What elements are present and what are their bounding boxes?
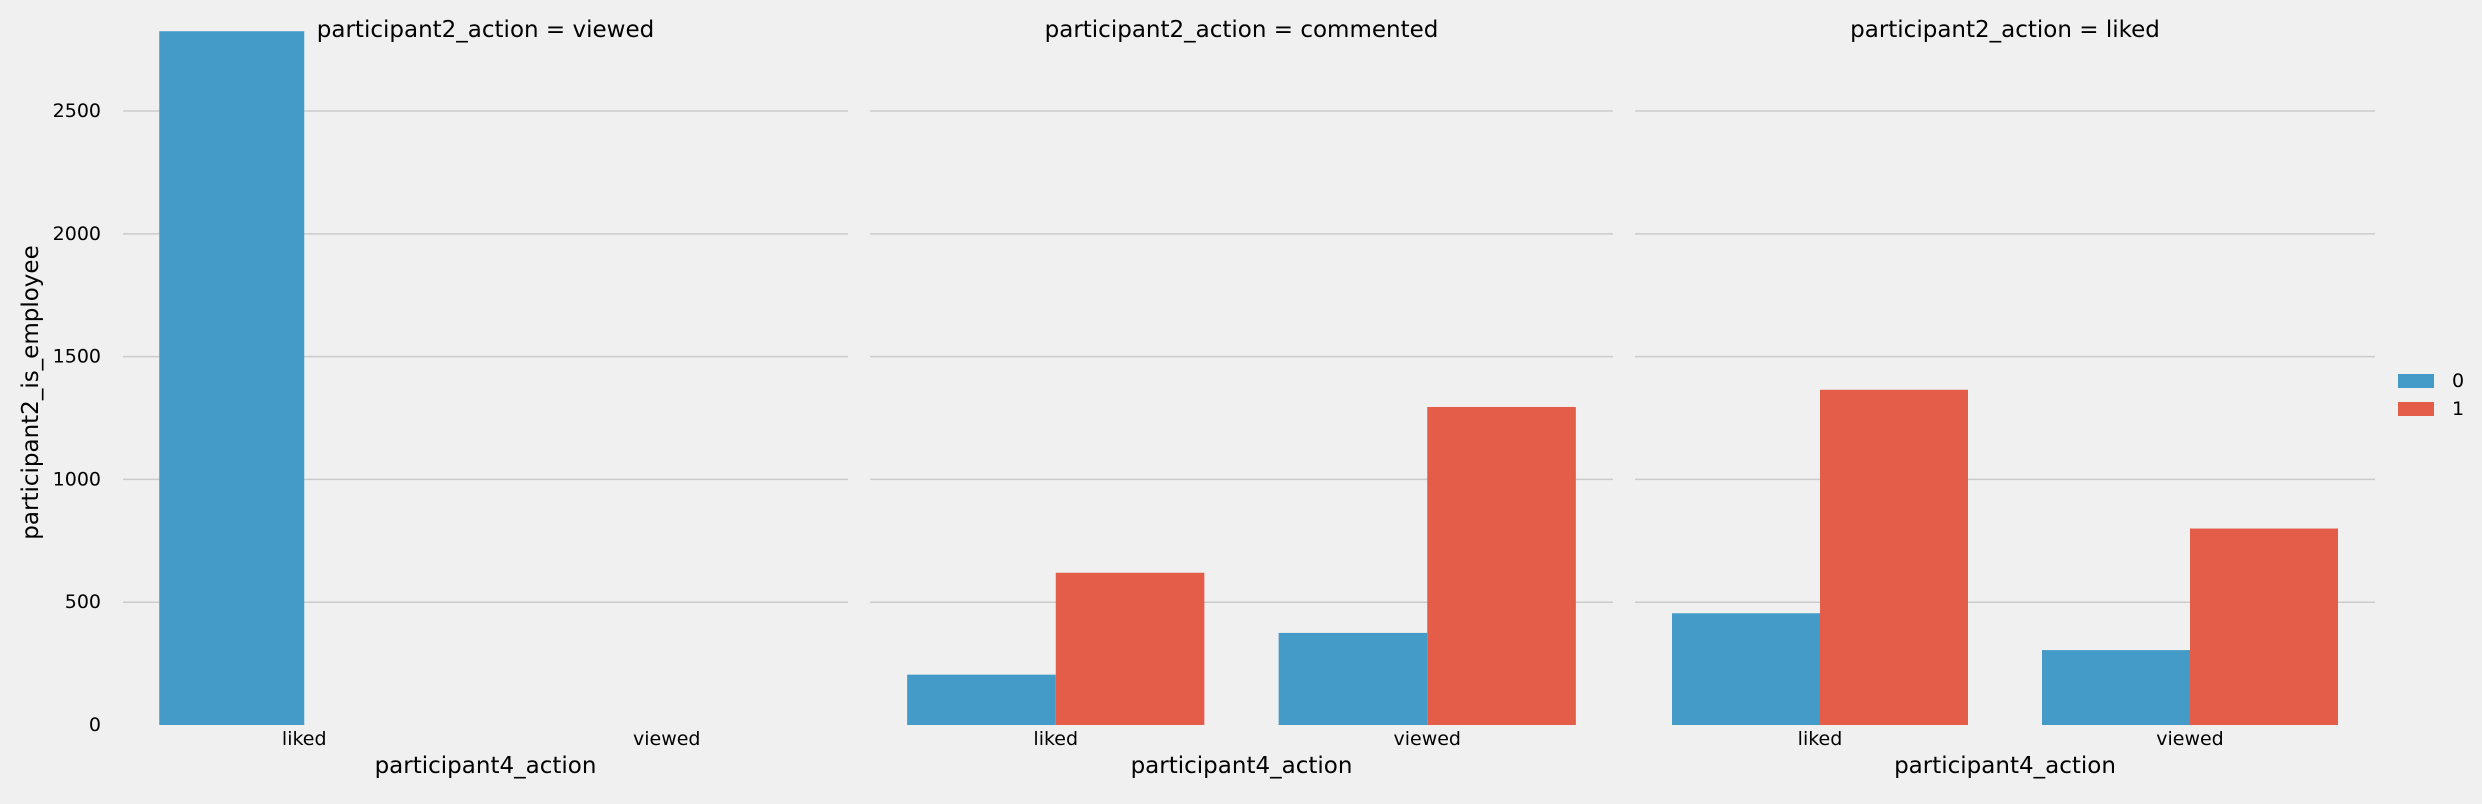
facet-title: participant2_action = viewed [317, 17, 654, 43]
facet-title: participant2_action = liked [1850, 17, 2160, 43]
x-axis-label: participant4_action [1894, 753, 2116, 779]
x-tick-label: liked [1033, 728, 1078, 750]
y-tick-label: 0 [89, 714, 101, 736]
x-tick-label: viewed [1393, 728, 1461, 750]
x-axis-label: participant4_action [375, 753, 597, 779]
y-tick-label: 2000 [53, 223, 101, 245]
bar-commented-viewed-series-0 [1278, 632, 1428, 725]
bar-liked-viewed-series-0 [2042, 650, 2190, 725]
y-tick-label: 1000 [53, 468, 101, 490]
x-tick-label: liked [1798, 728, 1843, 750]
x-tick-label: liked [282, 728, 327, 750]
y-tick-label: 2500 [53, 100, 101, 122]
legend-swatch-1 [2398, 402, 2434, 416]
legend-label-1: 1 [2452, 398, 2464, 420]
y-axis-label: participant2_is_employee [18, 245, 44, 539]
bar-commented-viewed-series-1 [1427, 406, 1576, 725]
x-axis-label: participant4_action [1131, 753, 1353, 779]
legend-swatch-0 [2398, 374, 2434, 388]
y-tick-label: 500 [65, 591, 101, 613]
bar-liked-liked-series-1 [1820, 389, 1968, 725]
legend-label-0: 0 [2452, 370, 2464, 392]
bar-commented-liked-series-0 [907, 674, 1056, 725]
bar-commented-liked-series-1 [1055, 572, 1205, 725]
bar-liked-viewed-series-1 [2190, 528, 2338, 725]
bar-liked-liked-series-0 [1672, 613, 1820, 725]
bar-viewed-liked-series-0 [159, 31, 305, 726]
facet-title: participant2_action = commented [1045, 17, 1439, 43]
x-tick-label: viewed [2156, 728, 2224, 750]
y-tick-label: 1500 [53, 346, 101, 368]
x-tick-label: viewed [633, 728, 701, 750]
